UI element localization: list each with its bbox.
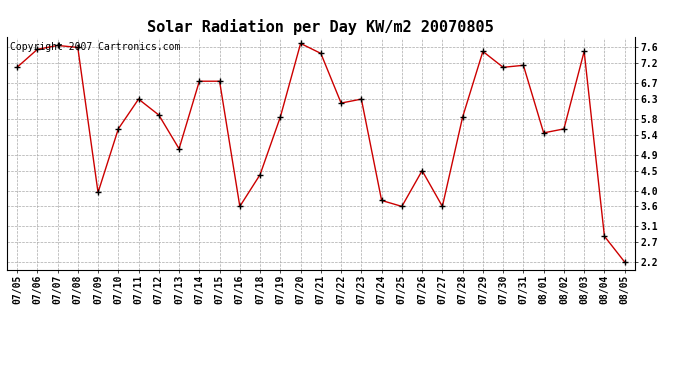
- Text: Copyright 2007 Cartronics.com: Copyright 2007 Cartronics.com: [10, 42, 180, 52]
- Title: Solar Radiation per Day KW/m2 20070805: Solar Radiation per Day KW/m2 20070805: [148, 19, 494, 35]
